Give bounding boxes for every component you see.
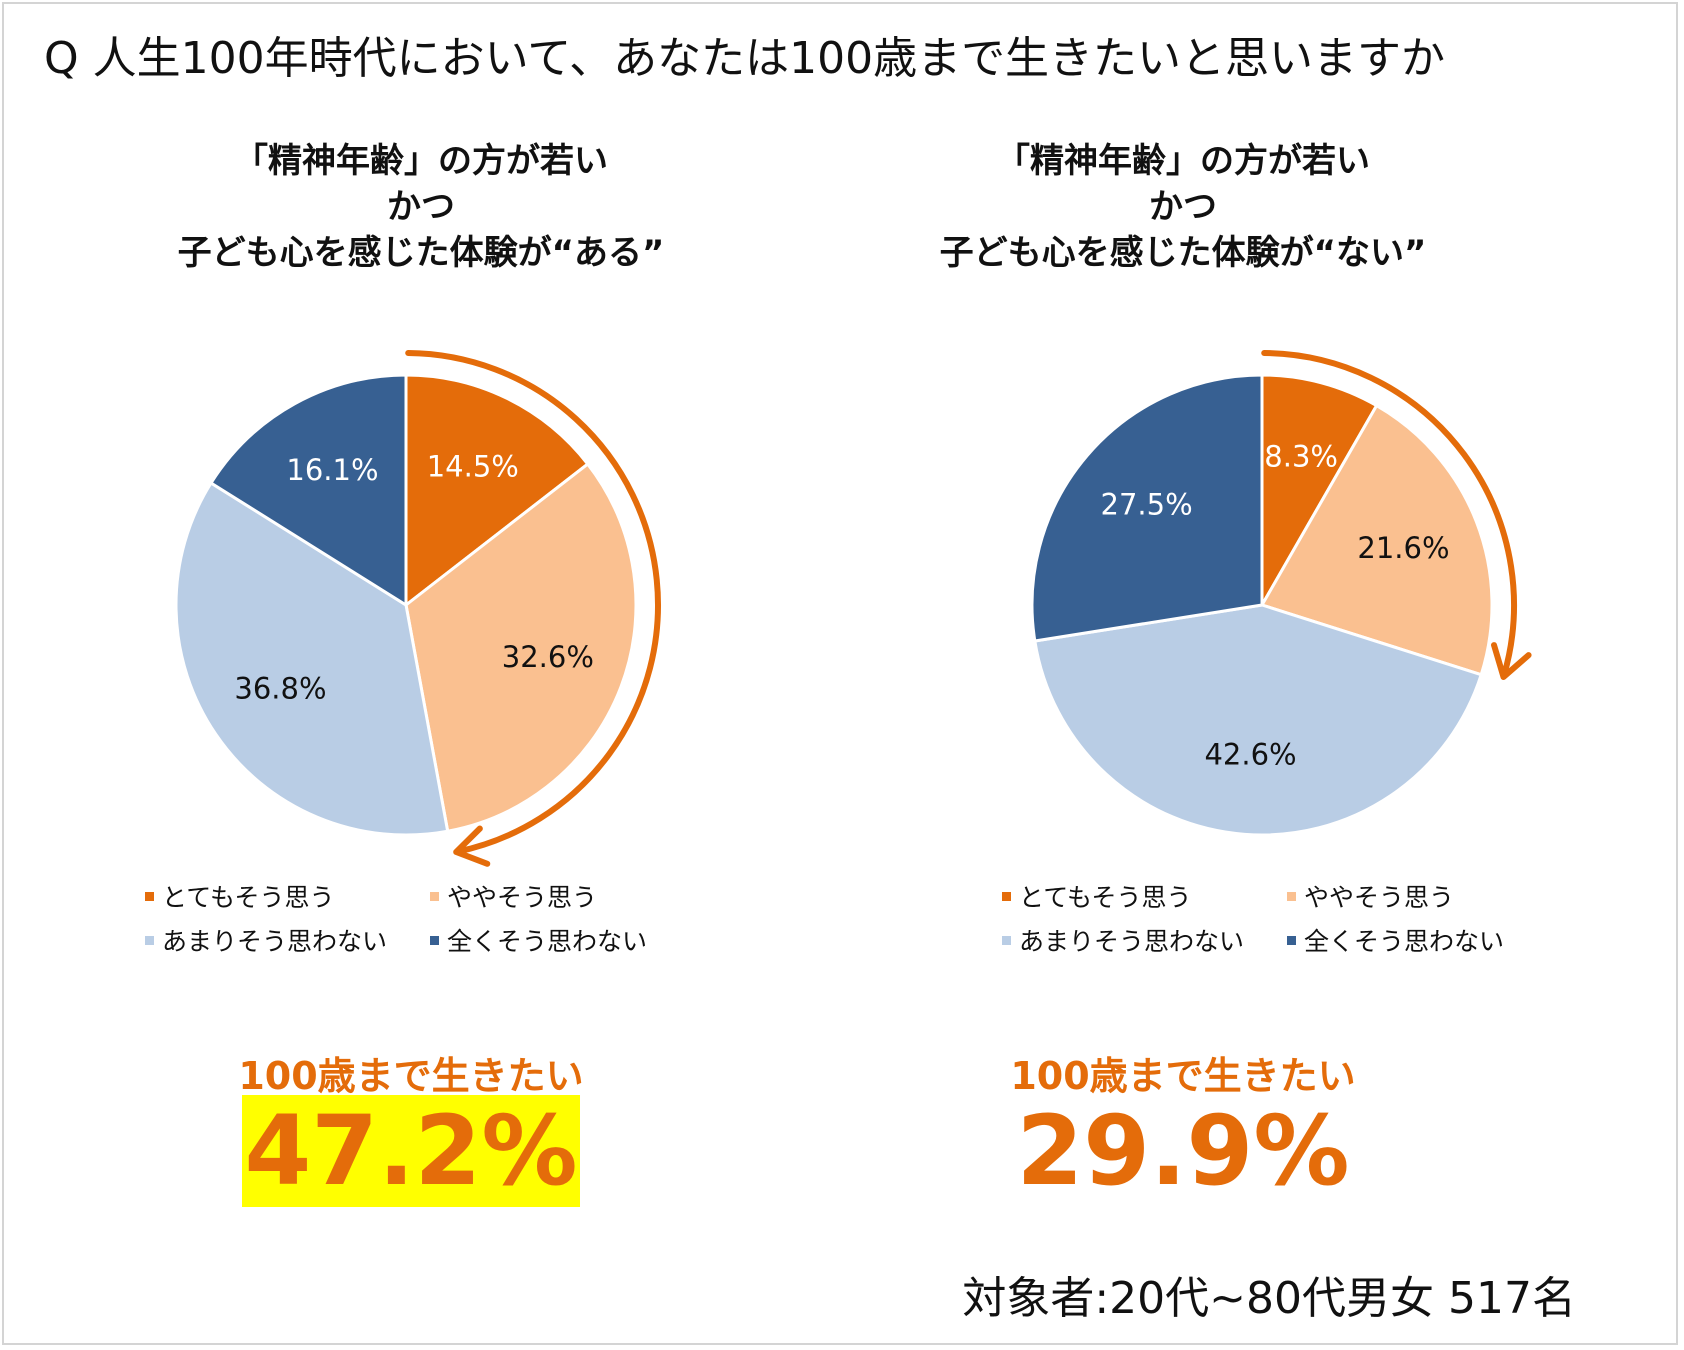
callout-percentage: 47.2% (242, 1095, 580, 1207)
data-label: 32.6% (502, 640, 594, 674)
data-label: 27.5% (1101, 487, 1193, 521)
legend-item-somewhat: ややそう思う (430, 878, 597, 914)
chart-title-right: 「精神年齢」の方が若い かつ 子ども心を感じた体験が“ない” (762, 138, 1604, 276)
footer-note: 対象者:20代~80代男女 517名 (962, 1273, 1576, 1324)
chart-title-line: 「精神年齢」の方が若い (996, 141, 1370, 181)
callout-label-right: 100歳まで生きたい (1010, 1054, 1356, 1098)
share-arrow-arc (405, 350, 661, 855)
legend-swatch (1002, 891, 1011, 901)
legend-label: 全くそう思わない (1304, 927, 1505, 956)
legend-swatch (1287, 891, 1296, 901)
chart-title-left: 「精神年齢」の方が若い かつ 子ども心を感じた体験が“ある” (0, 138, 842, 276)
callout-value-left: 47.2% (0, 1095, 832, 1207)
legend-label: 全くそう思わない (447, 927, 648, 956)
legend-item-not-really: あまりそう思わない (145, 922, 387, 958)
slice-very-much (1260, 373, 1379, 611)
legend-item-somewhat: ややそう思う (1287, 878, 1454, 914)
data-label: 14.5% (427, 450, 519, 484)
legend-item-not-at-all: 全くそう思わない (1287, 922, 1504, 958)
slice-not-really (1033, 603, 1484, 837)
legend-label: とてもそう思う (1019, 883, 1192, 912)
chart-title-line: かつ (387, 187, 455, 227)
chart-title-line: かつ (1149, 187, 1217, 227)
slice-not-at-all (208, 373, 408, 608)
legend-swatch (145, 935, 154, 945)
legend-item-very-much: とてもそう思う (145, 878, 335, 914)
data-label: 8.3% (1264, 439, 1338, 473)
chart-title-line: 「精神年齢」の方が若い (234, 141, 608, 181)
slice-very-much (404, 373, 590, 609)
legend-swatch (145, 891, 154, 901)
slice-not-really (174, 480, 450, 837)
slice-somewhat (404, 461, 638, 833)
legend-swatch (430, 891, 439, 901)
legend-label: あまりそう思わない (162, 927, 388, 956)
page-title: Q 人生100年時代において、あなたは100歳まで生きたいと思いますか (44, 33, 1446, 84)
data-label: 16.1% (286, 453, 378, 487)
data-label: 36.8% (234, 671, 326, 705)
legend-label: とてもそう思う (162, 883, 335, 912)
callout-label-left: 100歳まで生きたい (238, 1054, 584, 1098)
pie-chart-left: 14.5% 32.6% 36.8% 16.1% (174, 350, 661, 867)
share-arrow-arc (1261, 350, 1517, 679)
share-arrow-head (1491, 642, 1532, 680)
chart-title-line: 子ども心を感じた体験が“ある” (177, 233, 665, 273)
legend-label: ややそう思う (1304, 883, 1455, 912)
data-label: 42.6% (1204, 737, 1296, 771)
chart-panel-right: 「精神年齢」の方が若い かつ 子ども心を感じた体験が“ない” 8.3% 21.6%… (842, 0, 1684, 1350)
legend-item-very-much: とてもそう思う (1002, 878, 1192, 914)
legend-item-not-at-all: 全くそう思わない (430, 922, 647, 958)
legend-swatch (1287, 935, 1296, 945)
legend-swatch (430, 935, 439, 945)
data-label: 21.6% (1357, 531, 1449, 565)
callout-percentage: 29.9% (1016, 1095, 1350, 1207)
slice-somewhat (1259, 403, 1494, 677)
chart-title-line: 子ども心を感じた体験が“ない” (939, 233, 1427, 273)
pie-chart-right: 8.3% 21.6% 42.6% 27.5% (1030, 350, 1532, 837)
slice-not-at-all (1030, 373, 1264, 643)
legend-label: ややそう思う (447, 883, 598, 912)
legend-item-not-really: あまりそう思わない (1002, 922, 1244, 958)
chart-panel-left: 「精神年齢」の方が若い かつ 子ども心を感じた体験が“ある” 14.5% 32.6… (0, 138, 842, 1207)
callout-value-right: 29.9% (762, 1095, 1604, 1207)
legend-label: あまりそう思わない (1019, 927, 1245, 956)
legend-swatch (1002, 935, 1011, 945)
share-arrow-head (453, 825, 491, 867)
